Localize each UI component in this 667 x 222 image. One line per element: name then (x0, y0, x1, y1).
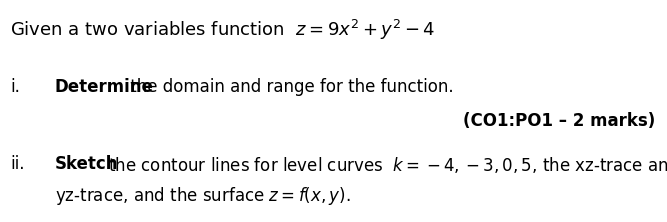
Text: i.: i. (10, 78, 20, 96)
Text: Given a two variables function  $z = 9x^{2} + y^{2} - 4$: Given a two variables function $z = 9x^{… (10, 18, 436, 42)
Text: (CO1:PO1 – 2 marks): (CO1:PO1 – 2 marks) (463, 112, 655, 130)
Text: the contour lines for level curves  $k = -4, -3, 0, 5$, the xz-trace and: the contour lines for level curves $k = … (103, 155, 667, 175)
Text: Sketch: Sketch (55, 155, 119, 173)
Text: the domain and range for the function.: the domain and range for the function. (125, 78, 454, 96)
Text: ii.: ii. (10, 155, 25, 173)
Text: Determine: Determine (55, 78, 154, 96)
Text: yz-trace, and the surface $z = f(x, y)$.: yz-trace, and the surface $z = f(x, y)$. (55, 185, 351, 207)
